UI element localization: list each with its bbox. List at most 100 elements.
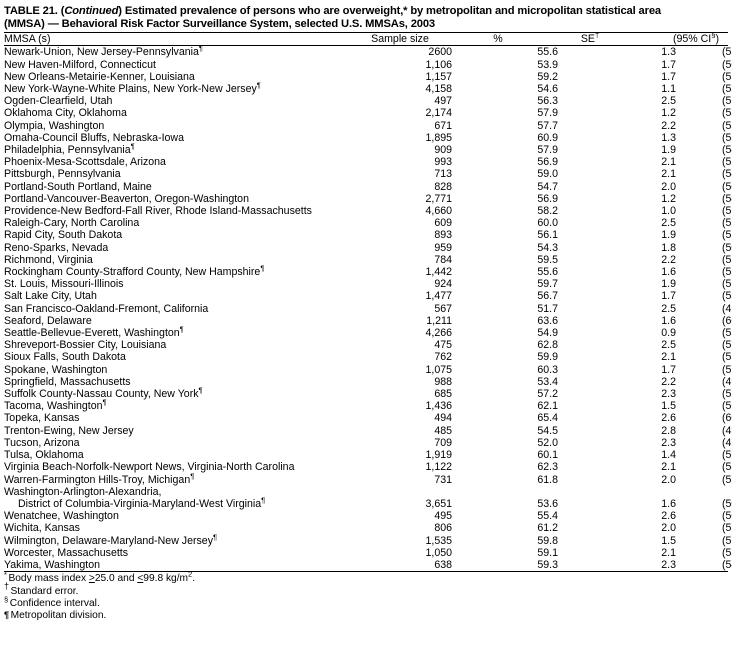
cell-percent: 55.4 [537, 510, 558, 523]
cell-se: 1.4 [661, 449, 676, 462]
table-row: Salt Lake City, Utah 1,477 56.7 1.7 (53.4–59… [4, 290, 732, 302]
cell-percent: 56.9 [537, 192, 558, 205]
cell-percent: 61.8 [537, 473, 558, 486]
row-footnote-marker: ¶ [256, 80, 261, 90]
cell-mmsa-name: St. Louis, Missouri-Illinois [4, 278, 124, 291]
cell-ci: (49.1–57.7) [722, 375, 732, 388]
cell-mmsa-name: New Haven-Milford, Connecticut [4, 58, 156, 71]
cell-percent: 60.3 [537, 363, 558, 376]
row-footnote-marker: ¶ [190, 470, 195, 480]
cell-sample-size: 4,266 [425, 327, 452, 340]
table-row: Shreveport-Bossier City, Louisiana 475 62.… [4, 339, 732, 351]
cell-se: 1.9 [661, 229, 676, 242]
table-row: Portland-South Portland, Maine 828 54.7 2.0… [4, 181, 732, 193]
cell-mmsa-name: Newark-Union, New Jersey-Pennsylvania¶ [4, 43, 203, 59]
cell-mmsa-name: Raleigh-Cary, North Carolina [4, 217, 140, 230]
table-row: New Orleans-Metairie-Kenner, Louisiana 1,… [4, 71, 732, 83]
cell-sample-size: 713 [434, 168, 452, 181]
mmsa-name-line2: District of Columbia-Virginia-Maryland-W… [18, 495, 266, 510]
cell-se: 0.9 [661, 327, 676, 340]
ci-footnote-marker: § [711, 30, 716, 40]
cell-percent: 55.6 [537, 266, 558, 279]
table-bottom-rule [4, 571, 728, 573]
table-title-line2: (MMSA) — Behavioral Risk Factor Surveill… [4, 17, 435, 30]
cell-se: 2.1 [661, 156, 676, 169]
cell-ci: (56.3–60.2) [722, 205, 732, 218]
footnote-marker: § [4, 594, 9, 604]
row-footnote-marker: ¶ [179, 324, 184, 334]
table-row: Olympia, Washington 671 57.7 2.2 (53.5–61.9) [4, 120, 732, 132]
table-row: New York-Wayne-White Plains, New York-Ne… [4, 80, 732, 95]
table-row: Springfield, Massachusetts 988 53.4 2.2 (49.… [4, 376, 732, 388]
cell-se: 1.1 [661, 83, 676, 95]
cell-sample-size: 2600 [428, 46, 452, 59]
footnote-text: Metropolitan division. [10, 610, 107, 622]
cell-se: 1.6 [661, 266, 676, 279]
cell-se: 1.8 [661, 241, 676, 254]
prevalence-table: MMSA (s) Sample size % SE† (95% CI§) [4, 30, 732, 46]
table-row: Spokane, Washington 1,075 60.3 1.7 (57.0–63.… [4, 364, 732, 376]
cell-se: 1.3 [661, 46, 676, 59]
cell-mmsa-name: Philadelphia, Pennsylvania¶ [4, 141, 135, 157]
cell-sample-size: 685 [434, 388, 452, 401]
cell-mmsa-name: Seattle-Bellevue-Everett, Washington¶ [4, 324, 184, 340]
cell-ci: (52.7–61.6) [722, 388, 732, 401]
table-row: Oklahoma City, Oklahoma 2,174 57.9 1.2 (55.5… [4, 107, 732, 119]
cell-mmsa-name: Tucson, Arizona [4, 436, 80, 449]
cell-sample-size: 4,660 [425, 205, 452, 218]
cell-ci: (50.5–56.8) [722, 497, 732, 510]
cell-ci: (55.8–62.6) [722, 70, 732, 83]
cell-ci: (52.9–60.9) [722, 156, 732, 169]
cell-percent: 54.5 [537, 424, 558, 437]
cell-ci: (50.7–57.8) [722, 241, 732, 254]
cell-mmsa-name: Wichita, Kansas [4, 522, 80, 535]
header-bottom-rule [4, 45, 728, 47]
prevalence-table-body: Newark-Union, New Jersey-Pennsylvania¶ 26… [4, 43, 732, 571]
cell-sample-size: 4,158 [425, 83, 452, 95]
column-header-ci-label: (95% CI [672, 33, 712, 46]
cell-se: 1.2 [661, 192, 676, 205]
cell-se: 1.7 [661, 58, 676, 71]
cell-ci: (53.4–59.9) [722, 290, 732, 303]
table-header: MMSA (s) Sample size % SE† (95% CI§) [4, 30, 732, 46]
cell-sample-size: 497 [434, 95, 452, 108]
footnote-marker: * [4, 569, 7, 579]
cell-percent: 63.6 [537, 314, 558, 327]
cell-percent: 54.3 [537, 241, 558, 254]
table-title-rest: ) Estimated prevalence of persons who ar… [118, 5, 661, 17]
cell-se: 1.7 [661, 70, 676, 83]
cell-sample-size: 485 [434, 424, 452, 437]
cell-mmsa-name: Worcester, Massachusetts [4, 546, 129, 559]
cell-sample-size: 494 [434, 412, 452, 425]
continued-label: Continued [64, 5, 119, 17]
cell-sample-size: 1,477 [425, 290, 452, 303]
row-footnote-marker: ¶ [213, 531, 218, 541]
cell-percent: 61.2 [537, 522, 558, 535]
table-row: Wilmington, Delaware-Maryland-New Jersey… [4, 531, 732, 547]
cell-sample-size: 1,436 [425, 400, 452, 413]
cell-ci: (57.4–62.8) [722, 449, 732, 462]
cell-se: 1.2 [661, 107, 676, 120]
cell-ci: (58.3–66.4) [722, 461, 732, 474]
cell-mmsa-name: Suffolk County-Nassau County, New York¶ [4, 385, 203, 401]
cell-ci: (59.1–65.1) [722, 400, 732, 413]
cell-sample-size: 731 [434, 473, 452, 486]
column-header-mmsa: MMSA (s) [4, 33, 51, 46]
cell-mmsa-name: Trenton-Ewing, New Jersey [4, 424, 134, 437]
cell-percent: 53.4 [537, 375, 558, 388]
cell-percent: 57.7 [537, 119, 558, 132]
cell-mmsa-name: Tacoma, Washington¶ [4, 397, 107, 413]
cell-mmsa-name: Wilmington, Delaware-Maryland-New Jersey… [4, 531, 218, 547]
cell-sample-size: 1,122 [425, 461, 452, 474]
cell-percent: 56.7 [537, 290, 558, 303]
footnote-text: Confidence interval. [9, 597, 100, 609]
cell-ci: (55.5–60.4) [722, 107, 732, 120]
table-top-rule [4, 32, 728, 34]
cell-se: 2.0 [661, 473, 676, 486]
cell-se: 2.1 [661, 168, 676, 181]
cell-mmsa-name: Tulsa, Oklahoma [4, 449, 84, 462]
cell-ci: (53.1–58.1) [722, 46, 732, 59]
cell-mmsa-name: Warren-Farmington Hills-Troy, Michigan¶ [4, 470, 195, 486]
cell-mmsa-name: New Orleans-Metairie-Kenner, Louisiana [4, 70, 195, 83]
table-row: Pittsburgh, Pennsylvania 713 59.0 2.1 (54.9–… [4, 168, 732, 180]
